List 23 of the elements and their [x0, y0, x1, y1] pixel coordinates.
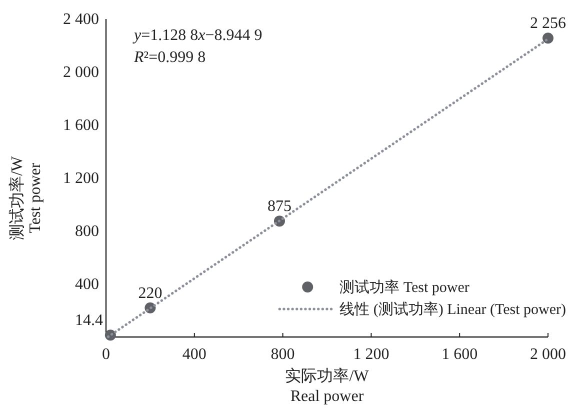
point — [542, 32, 554, 44]
x-axis-title: 实际功率/W Real power — [285, 367, 370, 405]
legend-label: 测试功率 Test power — [340, 279, 470, 296]
x-tick-label: 0 — [102, 346, 110, 363]
x-tick-label: 1 600 — [442, 346, 478, 363]
legend-label: 线性 (测试功率) Linear (Test power) — [340, 301, 566, 318]
y-axis-title: 测试功率/W Test power — [8, 155, 44, 240]
x-tick-label: 400 — [182, 346, 206, 363]
data-label: 875 — [267, 198, 292, 216]
y-tick-label: 1 200 — [63, 170, 99, 187]
y-tick-label: 800 — [75, 223, 99, 240]
y-tick-label: 1 600 — [63, 117, 99, 134]
x-tick-label: 1 200 — [353, 346, 390, 363]
y-tick-label: 2 400 — [63, 11, 99, 28]
data-label: 220 — [138, 284, 162, 302]
y-tick-label: 400 — [75, 276, 99, 293]
data-label: 14.4 — [75, 312, 103, 330]
data-label: 2 256 — [530, 15, 566, 32]
y-tick-label: 2 000 — [63, 64, 99, 81]
x-tick-label: 2 000 — [530, 346, 566, 363]
x-tick-label: 800 — [270, 346, 295, 363]
annotation: R²=0.999 8 — [133, 49, 206, 66]
annotation: y=1.128 8x−8.944 9 — [132, 27, 262, 44]
